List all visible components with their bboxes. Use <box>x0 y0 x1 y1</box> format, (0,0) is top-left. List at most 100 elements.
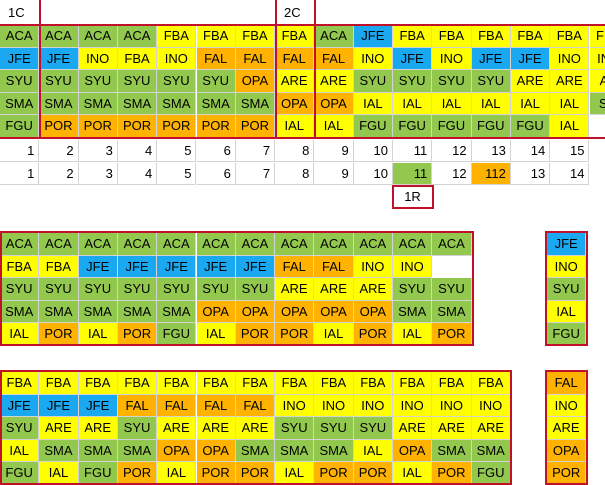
middle-block-cell[interactable]: SYU <box>196 278 236 301</box>
bottom-block-cell[interactable]: INO <box>432 394 472 417</box>
bottom-block-cell[interactable]: SYU <box>275 417 315 440</box>
top-block-cell[interactable]: ACA <box>0 25 40 48</box>
middle-block-cell[interactable]: JFE <box>235 255 276 278</box>
label-1r[interactable]: 1R <box>393 186 433 208</box>
bottom-block-cell[interactable]: POR <box>235 462 276 485</box>
middle-block-cell[interactable]: SYU <box>117 278 158 301</box>
bottom-block-cell[interactable]: SMA <box>314 439 354 462</box>
middle-block-cell[interactable]: SMA <box>0 300 40 323</box>
middle-block-cell[interactable]: ACA <box>353 233 393 256</box>
middle-block-cell[interactable]: SMA <box>117 300 158 323</box>
middle-block-cell[interactable]: ACA <box>117 233 158 256</box>
bottom-block-cell[interactable]: FAL <box>157 394 197 417</box>
middle-block-cell[interactable]: FGU <box>157 323 197 346</box>
bottom-block-cell[interactable]: INO <box>314 394 354 417</box>
middle-block-cell[interactable]: ARE <box>314 278 354 301</box>
number-cell[interactable]: 7 <box>235 140 276 162</box>
bottom-block-cell[interactable]: SMA <box>39 439 79 462</box>
middle-block-cell[interactable]: ACA <box>157 233 197 256</box>
middle-block-cell[interactable]: POR <box>275 323 315 346</box>
middle-side-cell[interactable]: SYU <box>547 278 587 301</box>
bottom-block-cell[interactable]: INO <box>275 394 315 417</box>
number-cell[interactable]: 6 <box>196 140 236 162</box>
number-cell[interactable]: 1 <box>0 140 40 162</box>
top-block-cell[interactable]: FBA <box>432 25 472 48</box>
middle-block-cell[interactable]: OPA <box>275 300 315 323</box>
middle-block-cell[interactable]: POR <box>117 323 158 346</box>
label-2c[interactable]: 2C <box>276 0 316 25</box>
top-block-cell[interactable]: SMA <box>39 92 79 115</box>
bottom-block-cell[interactable]: FBA <box>196 372 236 395</box>
top-block-cell[interactable]: SMA <box>196 92 236 115</box>
top-block-cell[interactable]: INO <box>78 47 118 70</box>
number-cell[interactable]: 12 <box>432 163 472 185</box>
bottom-block-cell[interactable]: FBA <box>471 372 511 395</box>
top-block-cell[interactable]: SYU <box>157 70 197 93</box>
bottom-block-cell[interactable]: IAL <box>39 462 79 485</box>
top-block-cell[interactable]: FGU <box>471 115 511 138</box>
bottom-block-cell[interactable]: FBA <box>0 372 40 395</box>
bottom-side-cell[interactable]: OPA <box>547 439 587 462</box>
top-block-cell[interactable]: ACA <box>39 25 79 48</box>
bottom-block-cell[interactable]: INO <box>353 394 393 417</box>
top-block-cell[interactable]: SMA <box>78 92 118 115</box>
middle-side-cell[interactable]: JFE <box>547 233 587 256</box>
middle-block-cell[interactable]: IAL <box>196 323 236 346</box>
number-cell[interactable]: 10 <box>353 140 393 162</box>
top-block-cell[interactable]: IAL <box>550 92 590 115</box>
number-cell[interactable]: 13 <box>510 163 551 185</box>
top-block-cell[interactable]: IAL <box>275 115 315 138</box>
middle-block-cell[interactable]: ACA <box>39 233 79 256</box>
middle-block-cell[interactable]: ACA <box>393 233 433 256</box>
middle-block-cell[interactable]: ACA <box>432 233 472 256</box>
number-cell[interactable]: 13 <box>471 140 511 162</box>
middle-block-cell[interactable]: ACA <box>275 233 315 256</box>
top-block-cell[interactable]: SYU <box>117 70 158 93</box>
bottom-side-cell[interactable]: POR <box>547 462 587 485</box>
top-block-cell[interactable]: SM <box>589 92 605 115</box>
bottom-block-cell[interactable]: FBA <box>78 372 118 395</box>
number-cell[interactable]: 8 <box>275 140 315 162</box>
number-cell[interactable]: 14 <box>550 163 590 185</box>
bottom-block-cell[interactable]: POR <box>314 462 354 485</box>
middle-block-cell[interactable]: SMA <box>393 300 433 323</box>
middle-block-cell[interactable]: ARE <box>275 278 315 301</box>
bottom-block-cell[interactable]: FGU <box>78 462 118 485</box>
top-block-cell[interactable]: FAL <box>314 47 354 70</box>
top-block-cell[interactable]: SYU <box>353 70 393 93</box>
middle-block-cell[interactable]: OPA <box>196 300 236 323</box>
middle-side-cell[interactable]: FGU <box>547 323 587 346</box>
bottom-block-cell[interactable]: SMA <box>432 439 472 462</box>
top-block-cell[interactable]: FBA <box>393 25 433 48</box>
top-block-cell[interactable]: FGU <box>0 115 40 138</box>
top-block-cell[interactable]: POR <box>235 115 276 138</box>
bottom-block-cell[interactable]: FAL <box>196 394 236 417</box>
top-block-cell[interactable]: INO <box>550 47 590 70</box>
top-block-cell[interactable]: INO <box>157 47 197 70</box>
bottom-block-cell[interactable]: FBA <box>39 372 79 395</box>
bottom-block-cell[interactable]: SMA <box>471 439 511 462</box>
top-block-cell[interactable]: JFE <box>393 47 433 70</box>
bottom-block-cell[interactable]: SMA <box>275 439 315 462</box>
number-cell[interactable]: 4 <box>117 140 158 162</box>
top-block-cell[interactable]: FBA <box>157 25 197 48</box>
top-block-cell[interactable]: ARE <box>314 70 354 93</box>
middle-block-cell[interactable]: SMA <box>432 300 472 323</box>
top-block-cell[interactable]: SMA <box>235 92 276 115</box>
middle-block-cell[interactable]: SYU <box>432 278 472 301</box>
middle-block-cell[interactable]: SYU <box>78 278 118 301</box>
top-block-cell[interactable]: OPA <box>235 70 276 93</box>
top-block-cell[interactable]: SYU <box>39 70 79 93</box>
top-block-cell[interactable]: JFE <box>510 47 551 70</box>
top-block-cell[interactable]: SYU <box>0 70 40 93</box>
top-block-cell[interactable]: INO <box>589 47 605 70</box>
bottom-block-cell[interactable]: SYU <box>314 417 354 440</box>
bottom-block-cell[interactable]: OPA <box>196 439 236 462</box>
middle-block-cell[interactable]: INO <box>353 255 393 278</box>
top-block-cell[interactable]: FBA <box>510 25 551 48</box>
middle-block-cell[interactable]: SYU <box>235 278 276 301</box>
top-block-cell[interactable]: ARE <box>510 70 551 93</box>
top-block-cell[interactable]: SMA <box>117 92 158 115</box>
bottom-block-cell[interactable]: POR <box>196 462 236 485</box>
middle-block-cell[interactable]: ACA <box>196 233 236 256</box>
